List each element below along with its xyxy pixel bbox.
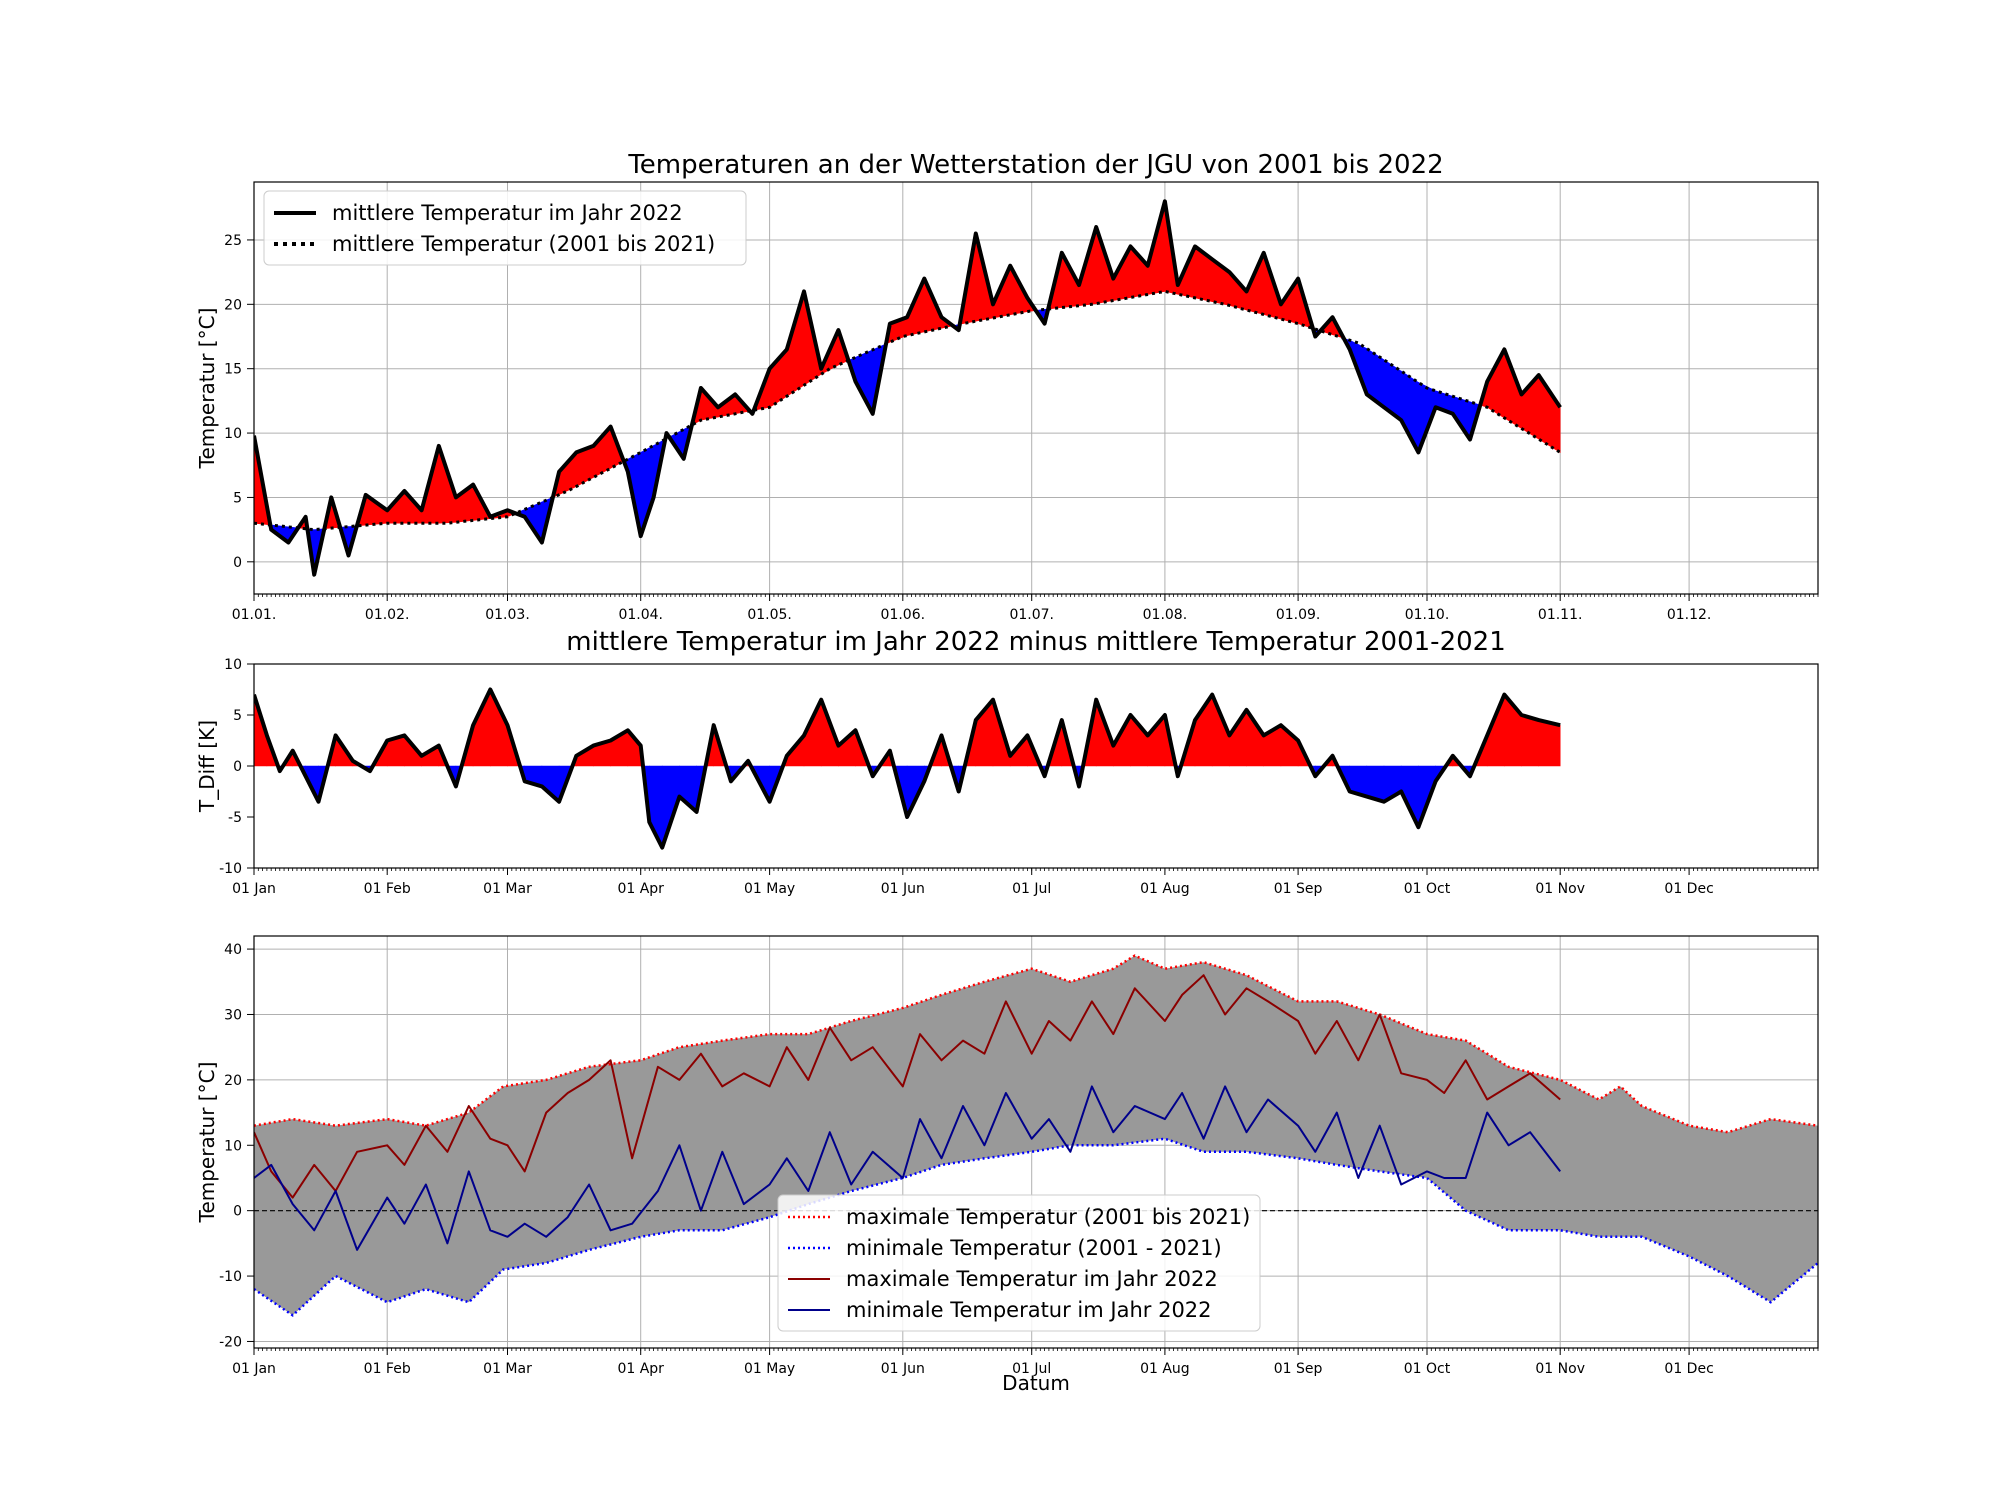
- bottom-legend-label: maximale Temperatur im Jahr 2022: [846, 1267, 1218, 1291]
- top-y-tick-label: 25: [224, 233, 242, 249]
- mid-axes: 01 Jan 01 Feb 01 Mar 01 Apr 01 May 01 Jun 01 J…: [195, 657, 1819, 897]
- top-chart-title: Temperaturen an der Wetterstation der JG…: [627, 150, 1443, 180]
- mid-fill-above: [1521, 714, 1539, 767]
- mid-temperature-difference-chart: 01 Jan 01 Feb 01 Mar 01 Apr 01 May 01 Jun 01 J…: [195, 657, 1819, 897]
- top-axes: 01.01. 01.02. 01.03. 01.04. 01.05. 01.06. 01.0…: [195, 181, 1819, 623]
- bottom-x-tick-label: 01 Dec: [1664, 1361, 1713, 1377]
- top-x-tick-label: 01.03.: [485, 607, 530, 623]
- bottom-x-tick-label: 01 Feb: [364, 1361, 411, 1377]
- bottom-x-tick-label: 01 May: [744, 1361, 795, 1377]
- top-y-tick-label: 15: [224, 362, 242, 378]
- bottom-series-min-2022-line: [254, 1085, 1561, 1251]
- bottom-y-tick-label: 20: [224, 1073, 242, 1089]
- top-y-tick-label: 20: [224, 297, 242, 313]
- bottom-legend-label: minimale Temperatur im Jahr 2022: [846, 1298, 1212, 1322]
- bottom-y-tick-label: 40: [224, 942, 242, 958]
- top-y-tick-label: 10: [224, 426, 242, 442]
- bottom-plot-area: [254, 954, 1818, 1317]
- top-mean-temperature-chart: 01.01. 01.02. 01.03. 01.04. 01.05. 01.06. 01.0…: [195, 181, 1819, 623]
- top-x-tick-label: 01.09.: [1276, 607, 1321, 623]
- mid-y-tick-label: 5: [233, 708, 242, 724]
- bottom-series-max-2022-line: [254, 974, 1561, 1199]
- mid-x-tick-label: 01 May: [744, 881, 795, 897]
- top-x-tick-label: 01.01.: [232, 607, 277, 623]
- mid-x-tick-label: 01 Feb: [364, 881, 411, 897]
- bottom-x-tick-label: 01 Jan: [232, 1361, 276, 1377]
- top-y-tick-label: 5: [233, 490, 242, 506]
- mid-y-tick-label: -5: [228, 810, 242, 826]
- top-x-tick-label: 01.11.: [1538, 607, 1583, 623]
- bottom-legend-label: maximale Temperatur (2001 bis 2021): [846, 1205, 1250, 1229]
- bottom-y-tick-label: -10: [219, 1269, 242, 1285]
- bottom-y-tick-label: 30: [224, 1007, 242, 1023]
- top-x-tick-label: 01.05.: [747, 607, 792, 623]
- bottom-x-tick-label: 01 Sep: [1274, 1361, 1323, 1377]
- bottom-y-tick-label: -20: [219, 1334, 242, 1350]
- top-frame: [253, 181, 1819, 595]
- mid-x-tick-label: 01 Oct: [1404, 881, 1451, 897]
- mid-x-tick-label: 01 Aug: [1140, 881, 1190, 897]
- bottom-x-tick-label: 01 Aug: [1140, 1361, 1190, 1377]
- bottom-x-tick-label: 01 Nov: [1535, 1361, 1585, 1377]
- mid-x-tick-label: 01 Jul: [1012, 881, 1051, 897]
- top-series-2022-line: [254, 199, 1562, 577]
- mid-x-tick-label: 01 Dec: [1664, 881, 1713, 897]
- mid-chart-title: mittlere Temperatur im Jahr 2022 minus m…: [566, 627, 1505, 657]
- mid-y-tick-label: -10: [219, 861, 242, 877]
- bottom-climatology-band: [254, 955, 1818, 1316]
- bottom-series-min-clim-line: [254, 1137, 1818, 1317]
- top-plot-area: [254, 199, 1562, 577]
- mid-y-tick-label: 0: [233, 759, 242, 775]
- bottom-legend-box: [777, 1194, 1261, 1332]
- mid-x-tick-label: 01 Jan: [232, 881, 276, 897]
- top-x-tick-label: 01.06.: [881, 607, 926, 623]
- mid-x-tick-label: 01 Jun: [881, 881, 925, 897]
- mid-x-tick-label: 01 Mar: [483, 881, 532, 897]
- bottom-x-tick-label: 01 Apr: [617, 1361, 664, 1377]
- mid-y-axis-label: T_Diff [K]: [195, 720, 219, 813]
- bottom-x-tick-label: 01 Oct: [1404, 1361, 1451, 1377]
- top-x-tick-label: 01.04.: [618, 607, 663, 623]
- mid-plot-area: [254, 687, 1561, 850]
- top-x-tick-label: 01.10.: [1405, 607, 1450, 623]
- bottom-x-tick-label: 01 Mar: [483, 1361, 532, 1377]
- bottom-x-tick-label: 01 Jul: [1012, 1361, 1051, 1377]
- mid-x-tick-label: 01 Nov: [1535, 881, 1585, 897]
- mid-x-tick-label: 01 Apr: [617, 881, 664, 897]
- bottom-frame: [253, 935, 1819, 1349]
- top-x-tick-label: 01.02.: [365, 607, 410, 623]
- bottom-x-axis-label: Datum: [1002, 1371, 1070, 1395]
- top-legend-label: mittlere Temperatur im Jahr 2022: [332, 201, 683, 225]
- bottom-series-max-clim-line: [254, 954, 1818, 1134]
- mid-x-tick-label: 01 Sep: [1274, 881, 1323, 897]
- top-x-tick-label: 01.07.: [1009, 607, 1054, 623]
- top-legend-box: [263, 190, 747, 266]
- bottom-y-axis-label: Temperatur [°C]: [195, 1062, 219, 1224]
- bottom-y-tick-label: 10: [224, 1138, 242, 1154]
- top-legend-label: mittlere Temperatur (2001 bis 2021): [332, 232, 715, 256]
- mid-difference-line: [254, 687, 1561, 850]
- bottom-y-tick-label: 0: [233, 1204, 242, 1220]
- mid-fill-above: [1538, 719, 1561, 767]
- mid-frame: [253, 663, 1819, 869]
- top-x-tick-label: 01.12.: [1667, 607, 1712, 623]
- bottom-axes: 01 Jan 01 Feb 01 Mar 01 Apr 01 May 01 Jun 01 J…: [195, 935, 1819, 1377]
- top-y-axis-label: Temperatur [°C]: [195, 308, 219, 470]
- top-x-tick-label: 01.08.: [1143, 607, 1188, 623]
- bottom-x-tick-label: 01 Jun: [881, 1361, 925, 1377]
- top-y-tick-label: 0: [233, 555, 242, 571]
- bottom-min-max-temperature-chart: 01 Jan 01 Feb 01 Mar 01 Apr 01 May 01 Jun 01 J…: [195, 935, 1819, 1377]
- bottom-legend-label: minimale Temperatur (2001 - 2021): [846, 1236, 1222, 1260]
- mid-y-tick-label: 10: [224, 657, 242, 673]
